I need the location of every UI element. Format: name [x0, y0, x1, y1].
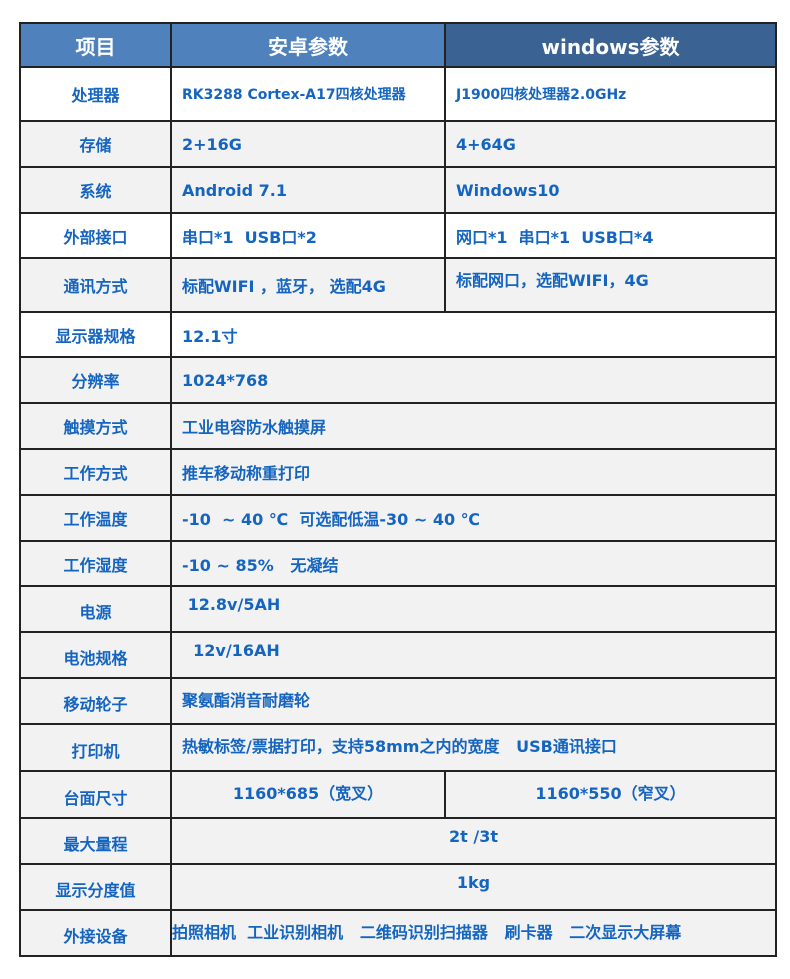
- row-label: 分辨率: [19, 356, 172, 404]
- row-value: -10 ~ 85% 无凝结: [170, 540, 777, 587]
- row-value: 1024*768: [170, 356, 777, 404]
- table-row: 系统 Android 7.1 Windows10: [19, 166, 777, 214]
- row-label: 移动轮子: [19, 677, 172, 725]
- android-value: 串口*1 USB口*2: [170, 212, 446, 259]
- android-value: RK3288 Cortex-A17四核处理器: [170, 66, 446, 122]
- row-value: 推车移动称重打印: [170, 448, 777, 496]
- android-value: 2+16G: [170, 120, 446, 168]
- table-row: 显示分度值 1kg: [19, 863, 777, 911]
- table-row: 通讯方式 标配WIFI ，蓝牙， 选配4G 标配网口，选配WIFI，4G: [19, 257, 777, 313]
- row-value: 热敏标签/票据打印，支持58mm之内的宽度 USB通讯接口: [170, 723, 777, 772]
- row-label: 工作方式: [19, 448, 172, 496]
- table-row: 电源 12.8v/5AH: [19, 585, 777, 633]
- header-item: 项目: [19, 22, 172, 68]
- spec-table: 项目 安卓参数 windows参数 处理器 RK3288 Cortex-A17四核…: [19, 22, 777, 957]
- android-value: 标配WIFI ，蓝牙， 选配4G: [170, 257, 446, 313]
- row-value: 12v/16AH: [170, 631, 777, 679]
- row-label: 通讯方式: [19, 257, 172, 313]
- windows-value: 1160*550（窄叉）: [444, 770, 777, 819]
- header-row: 项目 安卓参数 windows参数: [19, 22, 777, 68]
- table-row: 处理器 RK3288 Cortex-A17四核处理器 J1900四核处理器2.0GH…: [19, 66, 777, 122]
- table-row: 工作温度 -10 ~ 40 ℃ 可选配低温-30 ~ 40 ℃: [19, 494, 777, 542]
- android-value: Android 7.1: [170, 166, 446, 214]
- android-value: 1160*685（宽叉）: [170, 770, 446, 819]
- windows-value: 4+64G: [444, 120, 777, 168]
- table-row: 移动轮子 聚氨酯消音耐磨轮: [19, 677, 777, 725]
- windows-value: 标配网口，选配WIFI，4G: [444, 257, 777, 313]
- header-windows: windows参数: [444, 22, 777, 68]
- row-value: 12.8v/5AH: [170, 585, 777, 633]
- row-label: 外接设备: [19, 909, 172, 957]
- row-label: 电源: [19, 585, 172, 633]
- row-value: 聚氨酯消音耐磨轮: [170, 677, 777, 725]
- row-label: 最大量程: [19, 817, 172, 865]
- table-row: 外接设备 拍照相机 工业识别相机 二维码识别扫描器 刷卡器 二次显示大屏幕: [19, 909, 777, 957]
- table-row: 打印机 热敏标签/票据打印，支持58mm之内的宽度 USB通讯接口: [19, 723, 777, 772]
- row-value: 工业电容防水触摸屏: [170, 402, 777, 450]
- row-label: 电池规格: [19, 631, 172, 679]
- table-row: 外部接口 串口*1 USB口*2 网口*1 串口*1 USB口*4: [19, 212, 777, 259]
- header-android: 安卓参数: [170, 22, 446, 68]
- row-label: 外部接口: [19, 212, 172, 259]
- row-value: 12.1寸: [170, 311, 777, 358]
- table-row: 分辨率 1024*768: [19, 356, 777, 404]
- row-label: 显示器规格: [19, 311, 172, 358]
- table-row: 工作湿度 -10 ~ 85% 无凝结: [19, 540, 777, 587]
- table-row: 工作方式 推车移动称重打印: [19, 448, 777, 496]
- row-label: 处理器: [19, 66, 172, 122]
- row-label: 存储: [19, 120, 172, 168]
- windows-value: 网口*1 串口*1 USB口*4: [444, 212, 777, 259]
- row-value: 1kg: [170, 863, 777, 911]
- row-label: 打印机: [19, 723, 172, 772]
- row-label: 显示分度值: [19, 863, 172, 911]
- row-label: 工作温度: [19, 494, 172, 542]
- table-row: 电池规格 12v/16AH: [19, 631, 777, 679]
- row-label: 系统: [19, 166, 172, 214]
- row-value: 2t /3t: [170, 817, 777, 865]
- row-label: 触摸方式: [19, 402, 172, 450]
- table-row: 台面尺寸 1160*685（宽叉） 1160*550（窄叉）: [19, 770, 777, 819]
- row-value: -10 ~ 40 ℃ 可选配低温-30 ~ 40 ℃: [170, 494, 777, 542]
- windows-value: Windows10: [444, 166, 777, 214]
- table-row: 显示器规格 12.1寸: [19, 311, 777, 358]
- row-value: 拍照相机 工业识别相机 二维码识别扫描器 刷卡器 二次显示大屏幕: [170, 909, 777, 957]
- row-label: 工作湿度: [19, 540, 172, 587]
- table-row: 最大量程 2t /3t: [19, 817, 777, 865]
- table-row: 触摸方式 工业电容防水触摸屏: [19, 402, 777, 450]
- row-label: 台面尺寸: [19, 770, 172, 819]
- table-row: 存储 2+16G 4+64G: [19, 120, 777, 168]
- windows-value: J1900四核处理器2.0GHz: [444, 66, 777, 122]
